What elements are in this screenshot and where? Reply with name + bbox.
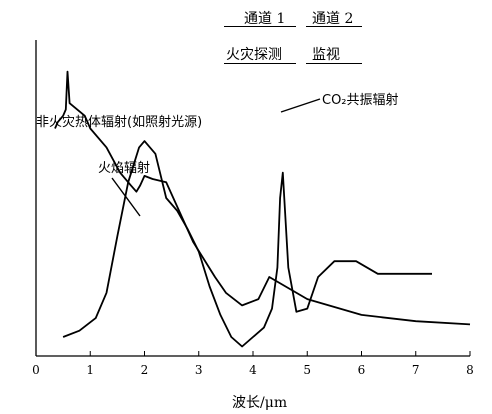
annotation-flame: 火焰辐射 [98, 160, 150, 176]
channel2-role: 监视 [312, 47, 340, 63]
channel1-label: 通道 1 [244, 11, 286, 27]
x-tick-label: 4 [249, 363, 257, 377]
x-tick-label: 1 [86, 363, 94, 377]
x-tick-label: 7 [412, 363, 420, 377]
channel2-role-underline [306, 63, 362, 64]
annotation-pointers [111, 98, 321, 217]
annotation-non-fire: 非火灾热体辐射(如照射光源) [36, 114, 202, 130]
channel1-role: 火灾探测 [226, 47, 282, 63]
co2-pointer [280, 98, 321, 113]
channel2-label-underline [306, 26, 362, 27]
x-tick-label: 3 [195, 363, 203, 377]
x-axis-label: 波长/μm [232, 395, 288, 411]
x-tick-label: 0 [32, 363, 40, 377]
channel1-role-underline [224, 63, 296, 64]
x-ticks: 0 1 2 3 4 5 6 7 8 [32, 351, 474, 377]
x-tick-label: 6 [358, 363, 366, 377]
channel1-label-underline [224, 26, 296, 27]
channel2-label: 通道 2 [312, 11, 354, 27]
series-group [54, 70, 471, 348]
flame-pointer [111, 177, 141, 217]
series-line-flame [62, 140, 432, 348]
x-tick-label: 8 [466, 363, 474, 377]
x-tick-label: 2 [141, 363, 149, 377]
series-line-non-fire [54, 70, 471, 326]
annotation-co2: CO₂共振辐射 [322, 92, 399, 108]
x-tick-label: 5 [303, 363, 311, 377]
axes [35, 40, 470, 357]
